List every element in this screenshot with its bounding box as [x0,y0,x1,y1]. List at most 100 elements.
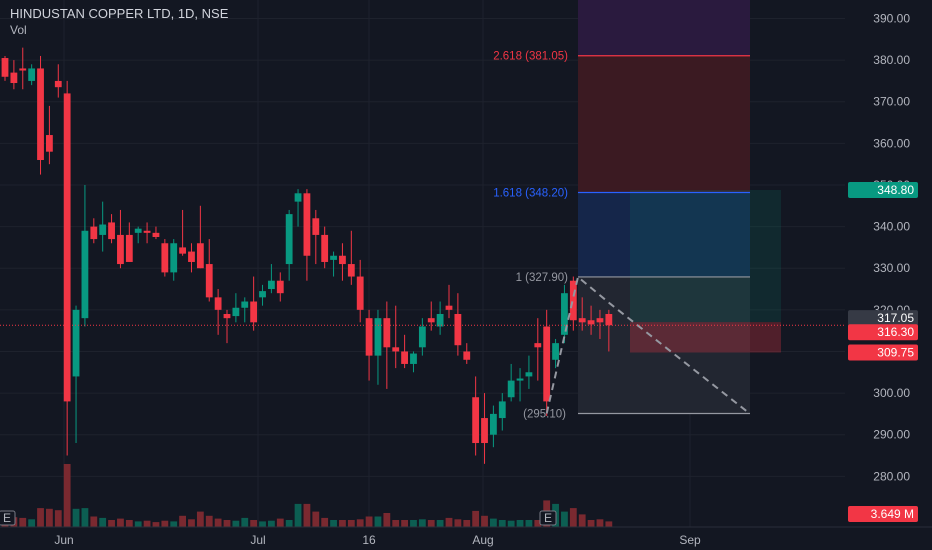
earnings-marker[interactable]: E [539,510,557,526]
volume-bar [179,515,186,527]
candle-body [312,218,320,235]
volume-bar [134,521,142,527]
volume-bar [507,520,515,527]
candle-body [498,401,506,419]
candle-body [347,264,355,277]
candle-body [427,318,435,323]
volume-bar [498,520,506,527]
earnings-marker-label: E [544,511,552,525]
volume-bar [516,520,524,527]
volume-tag: 3.649 M [871,507,914,521]
volume-bar [534,520,542,527]
volume-bar [454,519,462,527]
candle-body [507,380,515,398]
candle-body [241,301,249,308]
volume-bar [259,521,266,527]
candle-body [28,68,36,81]
volume-bar [54,510,62,527]
candle-body [543,326,551,402]
volume-bar [490,518,497,527]
volume-bar [303,503,311,527]
price-axis[interactable]: 390.00380.00370.00360.00350.00340.00330.… [845,0,932,550]
volume-bar [561,511,568,527]
candle-body [356,276,364,310]
price-tick-label: 370.00 [873,95,910,109]
candle-body [46,135,53,152]
volume-bar [294,503,302,527]
candle-body [552,343,559,360]
fib-1618-label: 1.618 (348.20) [493,187,568,199]
volume-bar [365,516,373,527]
candle-body [99,224,107,235]
candle-body [365,318,373,356]
candle-body [37,68,44,161]
close-price-tag-bg [848,324,918,341]
price-tick-label: 330.00 [873,261,910,275]
candle-body [268,280,275,290]
volume-bar [569,508,577,527]
earnings-marker[interactable]: E [0,510,16,526]
candle-body [605,314,613,326]
fib-2618-label: 2.618 (381.05) [493,51,568,63]
price-tick-label: 280.00 [873,469,910,483]
volume-bar [196,511,204,527]
volume-bar [81,508,89,527]
price-tick-label: 380.00 [873,53,910,67]
symbol-header: HINDUSTAN COPPER LTD, 1D, NSE Vol [10,5,228,39]
volume-bar [241,517,249,527]
candle-body [472,397,480,444]
fib-zone-above-2618 [578,0,750,56]
volume-bar [285,520,293,527]
time-label: Aug [472,533,493,547]
long-position-box[interactable] [630,189,781,353]
volume-bar [37,508,44,527]
stop-level-tag: 309.75 [877,346,914,360]
projection-path[interactable] [545,275,749,414]
candle-body [303,193,311,256]
volume-bar [463,520,471,527]
volume-bar [223,520,231,527]
time-axis[interactable]: Jun Jul 16 Aug Sep E E [0,510,932,550]
candle-body [152,232,160,238]
price-tick-label: 340.00 [873,220,910,234]
candle-body [10,72,18,84]
time-label: Jul [250,533,265,547]
fib-zone-1-0 [578,276,750,414]
volume-bar [374,516,382,527]
candle-body [374,318,382,356]
fibonacci-extension-zones[interactable] [578,0,750,414]
candle-body [516,378,524,381]
volume-bar [481,515,488,527]
candle-body [321,234,329,262]
candle-body [250,301,258,323]
volume-bar [108,520,115,527]
candlesticks [1,47,613,464]
candle-body [587,320,595,325]
candle-body [481,418,488,444]
candle-body [196,243,204,269]
volume-bar [143,520,151,527]
volume-bar [152,522,160,527]
volume-bar [170,521,178,527]
fib-1618-tag: 348.80 [877,183,914,197]
candle-body [401,351,408,364]
price-tick-label: 290.00 [873,428,910,442]
volume-bar [205,515,213,527]
candle-body [285,214,293,265]
candle-body [569,280,577,321]
volume-bar [356,519,364,527]
symbol-title[interactable]: HINDUSTAN COPPER LTD, 1D, NSE [10,6,229,21]
fib-0-label: (295.10) [523,408,566,420]
fib-zone-1618-1 [578,192,750,277]
candle-body [259,291,266,298]
candle-body [108,222,115,240]
candle-body [534,343,542,348]
candle-body [561,293,568,335]
position-stop-zone [630,322,781,353]
volume-bar [46,508,53,527]
candle-body [232,307,240,317]
candle-body [418,326,426,348]
volume-bar [596,519,604,527]
candle-body [81,230,89,319]
